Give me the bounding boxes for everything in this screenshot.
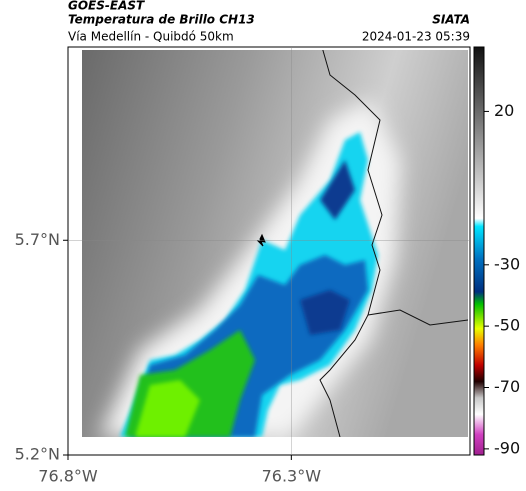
y-tick-label: 5.2°N bbox=[15, 445, 60, 464]
agency: SIATA bbox=[432, 13, 470, 27]
coldest-cloud-lightgreen bbox=[135, 380, 200, 437]
y-tick-label: 5.7°N bbox=[15, 230, 60, 249]
product: Temperatura de Brillo CH13 bbox=[68, 13, 255, 27]
colorbar-tick-label: -30 bbox=[494, 254, 520, 273]
x-tick-label: 76.8°W bbox=[38, 467, 98, 486]
border bbox=[367, 309, 468, 326]
x-tick-label: 76.3°W bbox=[262, 467, 322, 486]
colorbar bbox=[473, 46, 485, 456]
timestamp: 2024-01-23 05:39 bbox=[362, 30, 470, 44]
border bbox=[319, 50, 383, 437]
region: Vía Medellín - Quibdó 50km bbox=[68, 30, 234, 44]
colorbar-tick-label: -90 bbox=[494, 438, 520, 457]
colorbar-tick-label: -70 bbox=[494, 377, 520, 396]
cold-cloud-core bbox=[300, 160, 355, 335]
colorbar-tick-label: -50 bbox=[494, 316, 520, 335]
satellite: GOES-EAST bbox=[68, 0, 145, 13]
imagery bbox=[82, 50, 468, 437]
colorbar-tick-label: 20 bbox=[494, 101, 514, 120]
